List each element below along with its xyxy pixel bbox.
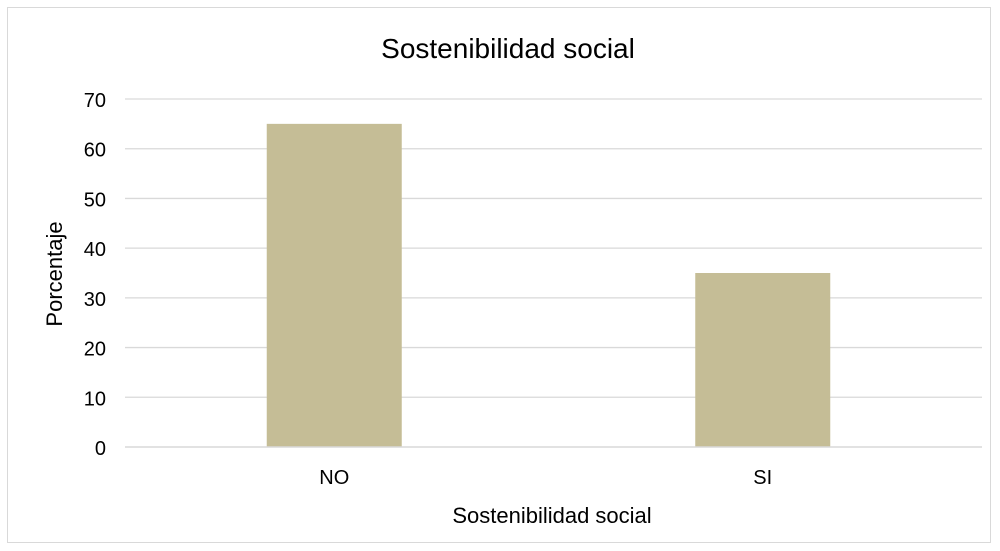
x-tick-label: NO [319, 467, 349, 489]
chart-title: Sostenibilidad social [381, 33, 635, 64]
bars [266, 123, 831, 447]
y-tick-label: 60 [84, 140, 106, 162]
y-tick-label: 20 [84, 339, 106, 361]
y-tick-label: 40 [84, 239, 106, 261]
y-tick-label: 30 [84, 289, 106, 311]
gridlines [125, 98, 982, 398]
x-axis-label: Sostenibilidad social [452, 503, 651, 528]
bar-si [695, 273, 831, 447]
bar-no [266, 123, 402, 447]
y-axis-ticks: 0 10 20 30 40 50 60 70 [84, 90, 106, 460]
x-axis-ticks: NO SI [319, 467, 772, 489]
y-axis-label: Porcentaje [42, 221, 67, 326]
y-tick-label: 10 [84, 388, 106, 410]
y-tick-label: 50 [84, 189, 106, 211]
y-tick-label: 0 [95, 438, 106, 460]
y-tick-label: 70 [84, 90, 106, 112]
x-tick-label: SI [753, 467, 772, 489]
